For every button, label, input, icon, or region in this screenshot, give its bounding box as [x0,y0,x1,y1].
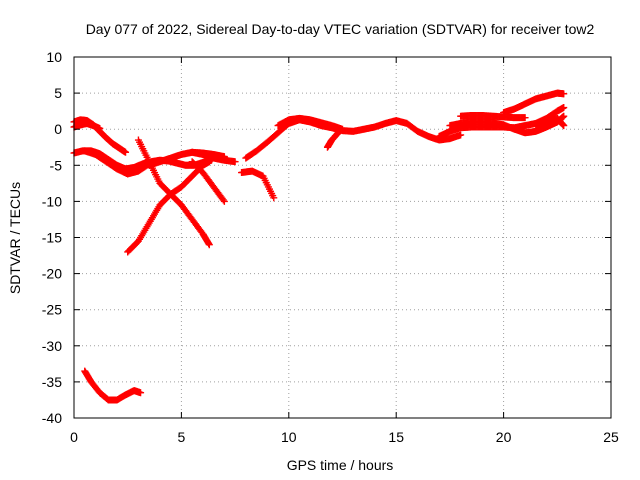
x-tick-label: 20 [496,429,512,445]
y-tick-label: -35 [42,374,62,390]
tick-label-layer: 0 5 10 15 20 25 -40 -35 -30 -25 -20 -15 -10 -5 0 5 10 [42,49,619,445]
y-tick-label: -30 [42,338,62,354]
x-tick-label: 10 [281,429,297,445]
data-point [521,114,529,122]
data-point [270,194,278,202]
series-arc-5 [124,158,213,256]
series-arc-9 [188,148,239,166]
y-tick-label: -5 [50,157,63,173]
y-tick-label: -20 [42,266,62,282]
data-layer [70,89,568,404]
x-tick-label: 15 [388,429,404,445]
data-point [560,122,568,130]
y-tick-label: -10 [42,193,62,209]
data-point [220,197,228,205]
y-tick-label: -40 [42,410,62,426]
data-point [137,389,145,397]
series-arc-8 [188,158,228,205]
series-arc-13 [323,129,342,151]
chart-title: Day 077 of 2022, Sidereal Day-to-day VTE… [86,21,595,37]
data-point [560,104,568,112]
series-arc-16 [457,111,529,122]
y-tick-label: 0 [54,121,62,137]
x-tick-label: 25 [603,429,619,445]
x-tick-label: 5 [178,429,186,445]
data-point [339,125,346,133]
y-axis-title: SDTVAR / TECUs [7,182,23,294]
data-point [334,129,342,137]
series-arc-17 [500,89,568,117]
data-point [205,241,213,249]
data-point [457,131,465,139]
data-point [231,158,239,166]
x-axis-title: GPS time / hours [287,457,394,473]
series-arc-11 [242,116,465,162]
data-point [96,124,104,132]
y-tick-label: 5 [54,85,62,101]
ticks-layer [73,56,612,419]
series-arc-15 [446,112,568,137]
series-arc-19 [81,367,145,404]
x-tick-label: 0 [70,429,78,445]
y-tick-label: -25 [42,302,62,318]
series-arc-4 [81,147,153,178]
data-point [560,90,568,98]
series-arc-6 [134,136,213,249]
series-arc-12 [274,114,346,133]
data-point [122,148,130,156]
series-arc-10 [238,167,278,202]
data-point [219,196,227,204]
y-tick-label: -15 [42,230,62,246]
grid-layer [74,57,611,418]
series-arc-18 [532,114,568,130]
y-tick-label: 10 [46,49,62,65]
data-point [560,112,568,120]
